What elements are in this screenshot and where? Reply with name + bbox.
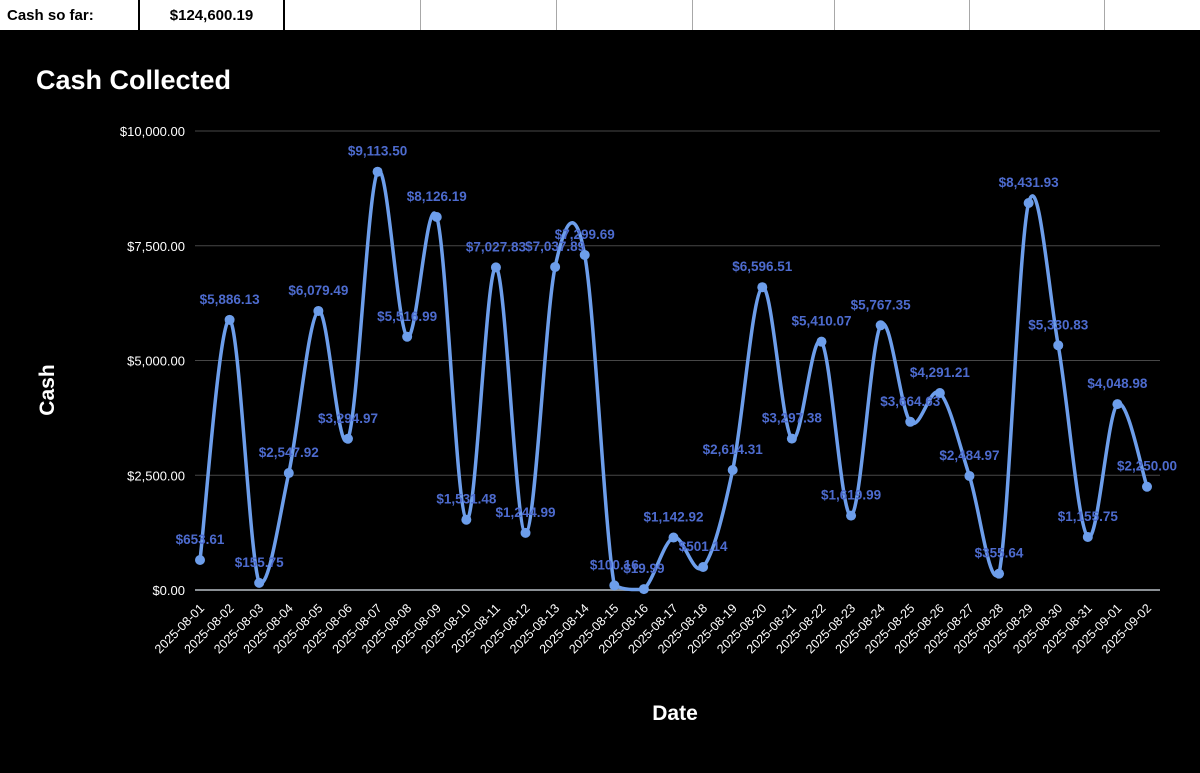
empty-cell[interactable] <box>1105 0 1200 30</box>
svg-text:$8,126.19: $8,126.19 <box>407 189 467 204</box>
svg-text:$3,664.63: $3,664.63 <box>880 394 941 409</box>
svg-text:$501.14: $501.14 <box>679 539 728 554</box>
svg-text:$6,079.49: $6,079.49 <box>288 283 348 298</box>
empty-cell[interactable] <box>421 0 557 30</box>
empty-cell[interactable] <box>835 0 970 30</box>
svg-text:$2,500.00: $2,500.00 <box>127 468 185 483</box>
svg-text:$5,516.99: $5,516.99 <box>377 309 437 324</box>
spreadsheet-row: Cash so far: $124,600.19 <box>0 0 1200 31</box>
svg-text:$355.64: $355.64 <box>975 546 1024 561</box>
svg-text:$1,531.48: $1,531.48 <box>436 492 497 507</box>
svg-text:$6,596.51: $6,596.51 <box>732 259 793 274</box>
cash-collected-chart[interactable]: Cash Collected Cash Date $0.00 $2,500.00 $… <box>0 30 1200 768</box>
empty-cell[interactable] <box>285 0 421 30</box>
svg-text:$1,619.99: $1,619.99 <box>821 488 881 503</box>
svg-text:$1,142.92: $1,142.92 <box>643 510 703 525</box>
svg-text:$4,048.98: $4,048.98 <box>1087 376 1148 391</box>
chart-title: Cash Collected <box>36 65 232 95</box>
empty-cell[interactable] <box>970 0 1105 30</box>
svg-text:$5,767.35: $5,767.35 <box>851 297 912 312</box>
svg-text:$100.16: $100.16 <box>590 557 639 572</box>
empty-cell[interactable] <box>557 0 693 30</box>
svg-text:$8,431.93: $8,431.93 <box>999 175 1060 190</box>
svg-text:$2,484.97: $2,484.97 <box>939 448 999 463</box>
svg-text:$7,027.83: $7,027.83 <box>466 239 527 254</box>
plot-area[interactable]: $0.00 $2,500.00 $5,000.00 $7,500.00 $10,000.… <box>0 30 1200 768</box>
svg-text:$7,037.89: $7,037.89 <box>525 239 585 254</box>
svg-text:$155.75: $155.75 <box>235 555 284 570</box>
svg-text:$3,294.97: $3,294.97 <box>318 411 378 426</box>
svg-text:$19.99: $19.99 <box>623 561 664 576</box>
svg-text:$1,155.75: $1,155.75 <box>1058 509 1119 524</box>
svg-text:$5,410.07: $5,410.07 <box>791 314 851 329</box>
svg-text:$5,000.00: $5,000.00 <box>127 354 185 369</box>
svg-text:$2,250.00: $2,250.00 <box>1117 459 1177 474</box>
svg-text:$2,547.92: $2,547.92 <box>259 445 319 460</box>
svg-text:$1,244.99: $1,244.99 <box>496 505 556 520</box>
y-axis-title: Cash <box>36 364 59 416</box>
svg-text:$10,000.00: $10,000.00 <box>120 124 185 139</box>
svg-text:$7,500.00: $7,500.00 <box>127 239 185 254</box>
svg-text:$9,113.50: $9,113.50 <box>348 144 407 159</box>
svg-text:$0.00: $0.00 <box>152 583 185 598</box>
svg-text:$3,297.38: $3,297.38 <box>762 411 823 426</box>
svg-text:$4,291.21: $4,291.21 <box>910 365 971 380</box>
empty-cell[interactable] <box>693 0 835 30</box>
svg-text:$5,886.13: $5,886.13 <box>200 292 261 307</box>
svg-text:$653.61: $653.61 <box>176 532 225 547</box>
svg-text:$2,614.31: $2,614.31 <box>703 442 764 457</box>
cash-so-far-value-cell[interactable]: $124,600.19 <box>140 0 285 30</box>
cash-so-far-label-cell[interactable]: Cash so far: <box>0 0 140 30</box>
x-axis-title: Date <box>652 702 698 725</box>
svg-text:$7,299.69: $7,299.69 <box>555 227 615 242</box>
svg-text:$5,330.83: $5,330.83 <box>1028 317 1089 332</box>
